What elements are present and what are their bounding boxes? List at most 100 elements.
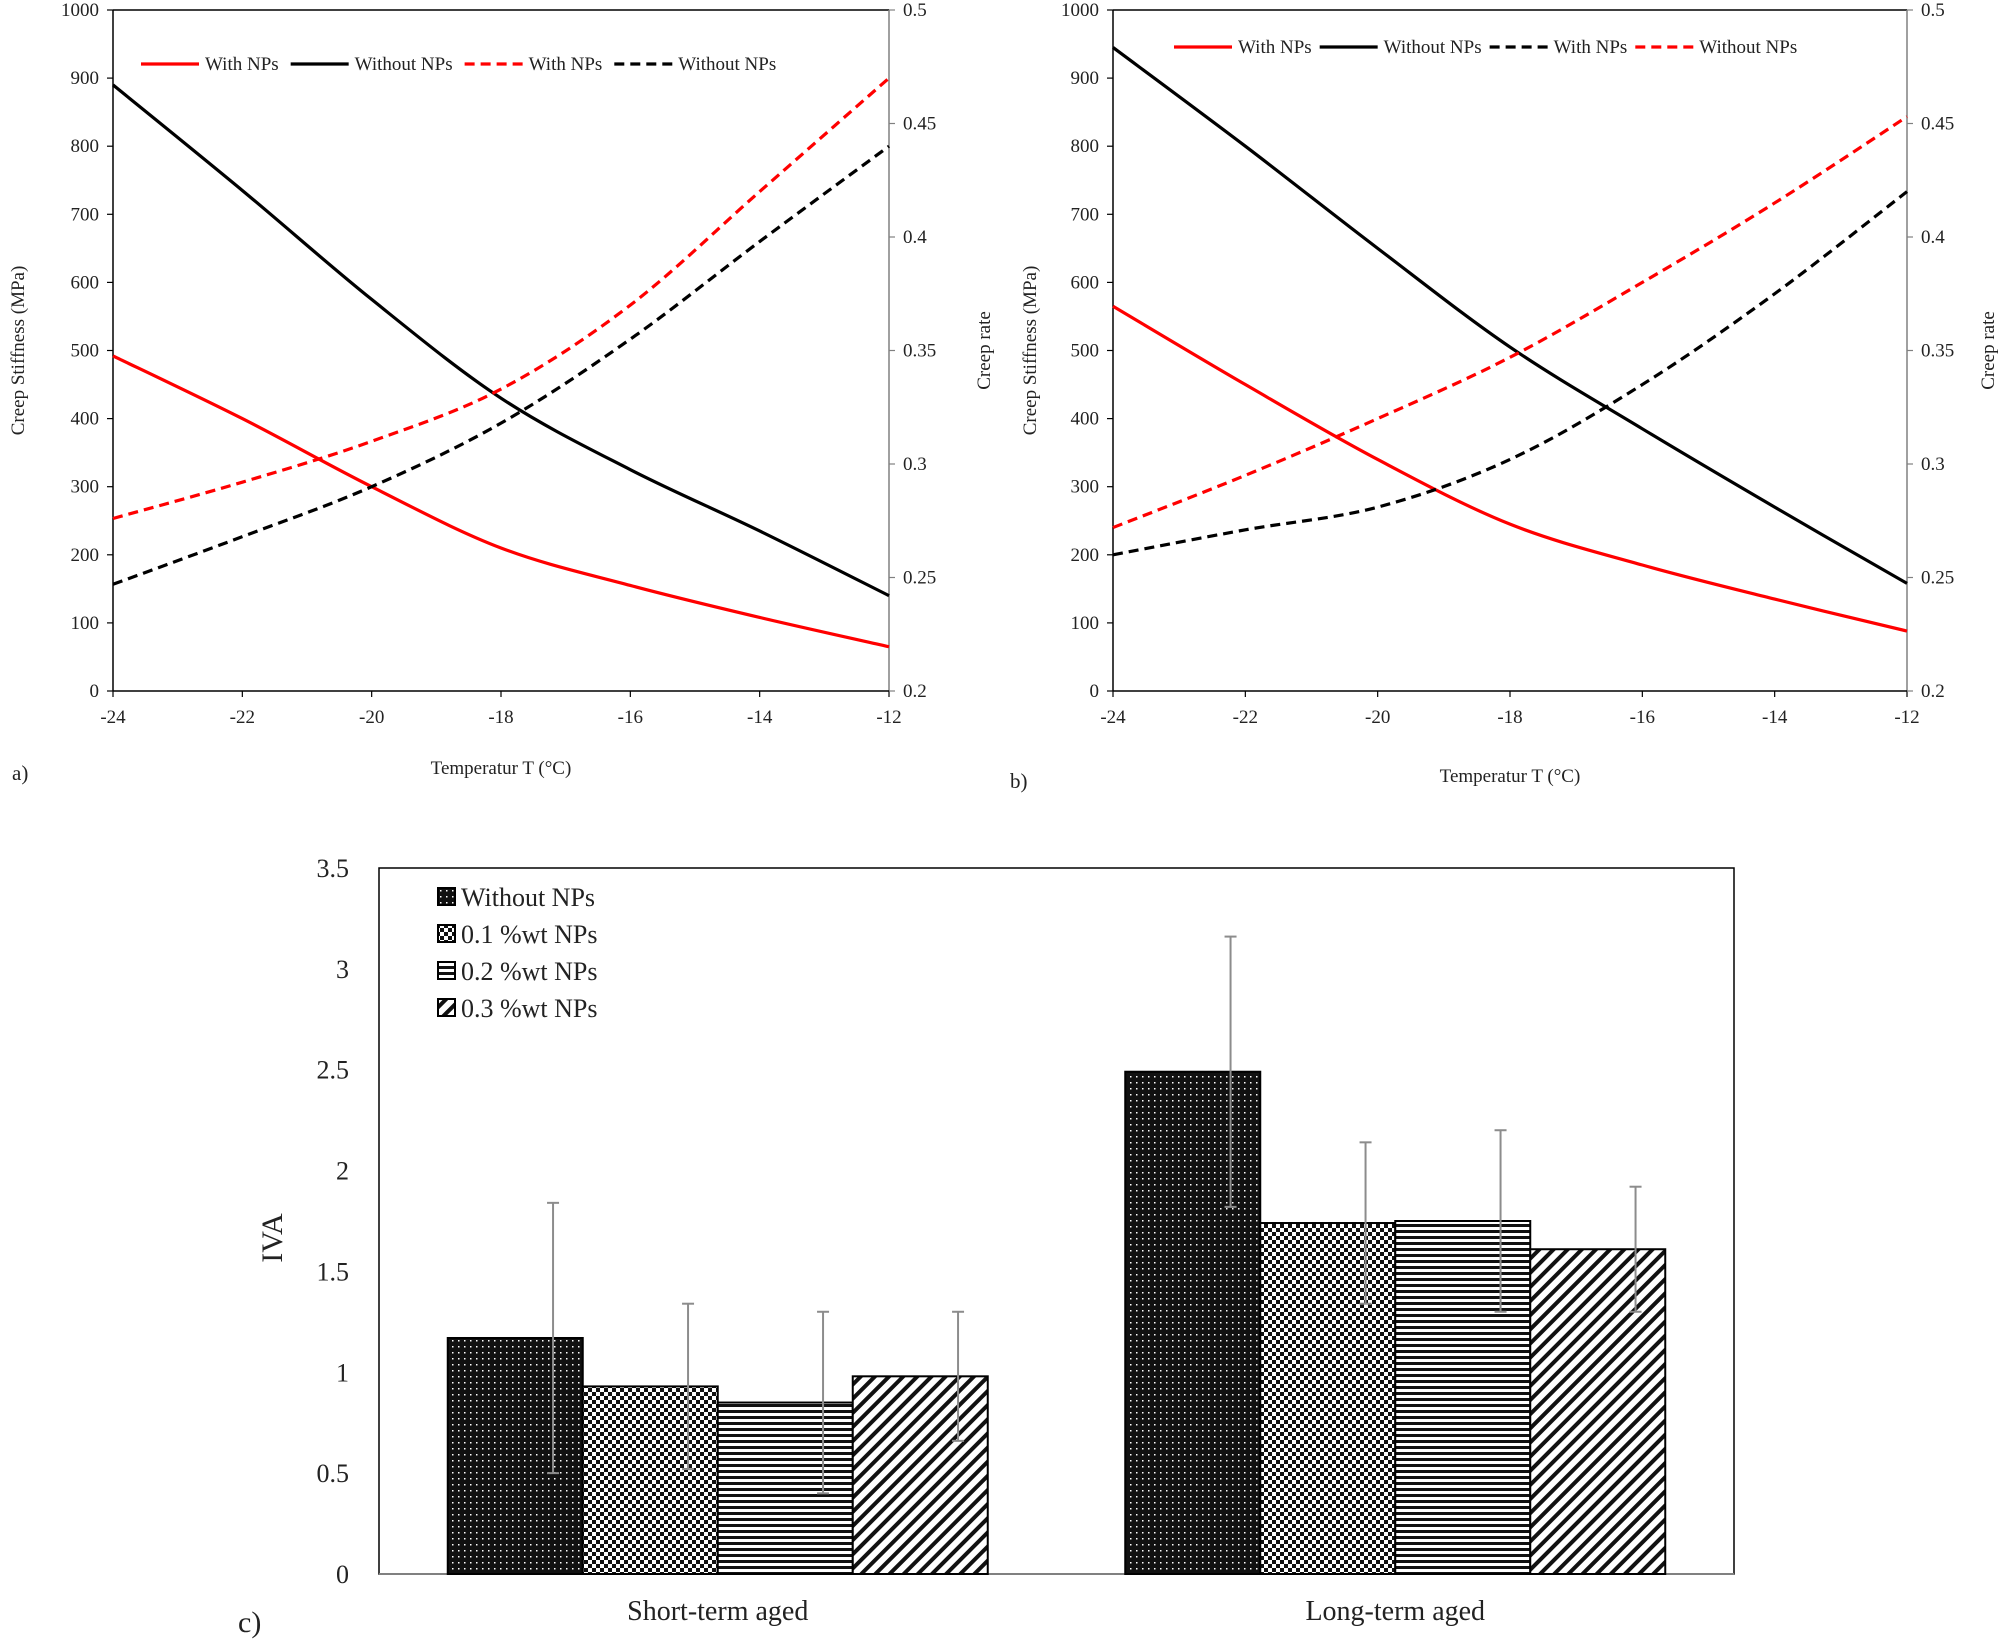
y-right-tick-label: 0.4 — [1921, 227, 1945, 248]
bar-2-1 — [1394, 1220, 1532, 1575]
legend-label: Without NPs — [355, 54, 453, 75]
panel-label: b) — [1010, 769, 1028, 793]
y-tick-label: 100 — [1071, 613, 1100, 634]
y-tick-label: 1 — [336, 1358, 349, 1387]
y-right-tick-label: 0.2 — [1921, 681, 1945, 702]
y-tick-label: 400 — [71, 409, 100, 430]
y-right-tick-label: 0.25 — [903, 568, 936, 589]
y-right-tick-label: 0.5 — [903, 0, 927, 21]
legend-swatch — [437, 998, 456, 1017]
y-tick-label: 200 — [1071, 545, 1100, 566]
y-right-tick-label: 0.35 — [1921, 341, 1954, 362]
y-right-axis-label: Creep rate — [974, 311, 995, 390]
series-line-1 — [111, 83, 890, 598]
legend-item-1: 0.1 %wt NPs — [437, 920, 598, 949]
y-right-tick-label: 0.3 — [903, 454, 927, 475]
series-line-2 — [1112, 190, 1908, 557]
y-tick-label: 900 — [71, 68, 100, 89]
y-axis-label: Creep Stiffness (MPa) — [1020, 266, 1041, 436]
bar-1-1 — [1259, 1222, 1397, 1575]
legend-label: With NPs — [1554, 37, 1628, 58]
y-tick-label: 1000 — [61, 0, 99, 21]
y-right-tick-label: 0.35 — [903, 341, 936, 362]
error-bar — [1224, 935, 1237, 1208]
error-bar — [1359, 1141, 1372, 1305]
x-tick-label: -18 — [1497, 707, 1522, 728]
y-right-tick-label: 0.45 — [1921, 114, 1954, 135]
y-axis-label: IVA — [256, 1213, 289, 1263]
series-line-3 — [1112, 115, 1908, 530]
legend-item-0: With NPs — [1174, 37, 1312, 58]
bar-2-0 — [716, 1401, 854, 1575]
legend-item-1: Without NPs — [1319, 37, 1482, 58]
y-tick-label: 600 — [71, 272, 100, 293]
y-right-tick-label: 0.4 — [903, 227, 927, 248]
legend-item-0: With NPs — [141, 54, 279, 75]
y-tick-label: 0 — [1090, 681, 1100, 702]
y-tick-label: 0 — [336, 1560, 349, 1589]
legend-label: Without NPs — [461, 883, 595, 912]
y-tick-label: 0 — [90, 681, 100, 702]
legend-label: 0.3 %wt NPs — [461, 994, 598, 1023]
y-right-tick-label: 0.5 — [1921, 0, 1945, 21]
x-tick-label: -14 — [1762, 707, 1788, 728]
y-tick-label: 200 — [71, 545, 100, 566]
y-tick-label: 1000 — [1061, 0, 1099, 21]
series-line-2 — [112, 76, 891, 521]
series-line-0 — [112, 354, 890, 649]
legend-item-3: 0.3 %wt NPs — [437, 994, 598, 1023]
x-tick-label: -18 — [488, 707, 513, 728]
panel-label: c) — [238, 1606, 261, 1639]
y-right-axis-label: Creep rate — [1978, 311, 1999, 390]
y-tick-label: 0.5 — [317, 1459, 350, 1488]
x-tick-label: -20 — [1365, 707, 1390, 728]
legend-label: Without NPs — [678, 54, 776, 75]
legend-item-3: Without NPs — [1635, 37, 1797, 58]
y-tick-label: 3.5 — [317, 854, 350, 883]
x-tick-label: -24 — [100, 707, 126, 728]
y-tick-label: 1.5 — [317, 1257, 350, 1286]
bar-3-1 — [1529, 1248, 1667, 1575]
x-tick-label: -14 — [747, 707, 773, 728]
y-tick-label: 800 — [1071, 136, 1100, 157]
series-line-3 — [112, 144, 890, 586]
error-bar — [1494, 1129, 1507, 1313]
legend-item-2: With NPs — [1489, 37, 1628, 58]
legend-item-2: With NPs — [464, 54, 603, 75]
x-tick-label: -12 — [876, 707, 901, 728]
x-axis-label: Temperatur T (°C) — [431, 758, 572, 779]
series-line-0 — [1112, 304, 1908, 633]
legend-swatch — [437, 887, 456, 906]
x-tick-label: -20 — [359, 707, 384, 728]
legend-item-3: Without NPs — [614, 54, 776, 75]
y-tick-label: 2.5 — [317, 1056, 350, 1085]
bar-0-1 — [1124, 1070, 1262, 1576]
category-label: Long-term aged — [1305, 1596, 1485, 1627]
x-tick-label: -22 — [1233, 707, 1258, 728]
error-bar — [817, 1310, 830, 1495]
x-tick-label: -12 — [1894, 707, 1919, 728]
legend-label: With NPs — [205, 54, 279, 75]
legend-label: 0.2 %wt NPs — [461, 957, 598, 986]
error-bar — [1629, 1185, 1642, 1313]
legend-label: With NPs — [1238, 37, 1312, 58]
legend-item-0: Without NPs — [437, 883, 595, 912]
y-axis-label: Creep Stiffness (MPa) — [8, 266, 29, 436]
y-tick-label: 300 — [1071, 477, 1100, 498]
error-bar — [952, 1310, 965, 1442]
series-line-1 — [1112, 46, 1908, 585]
legend-item-2: 0.2 %wt NPs — [437, 957, 598, 986]
y-right-tick-label: 0.45 — [903, 114, 936, 135]
legend-swatch — [437, 924, 456, 943]
y-tick-label: 600 — [1071, 272, 1100, 293]
bar-1-0 — [581, 1385, 719, 1576]
chart-a: -24 -22 -20 -18 -16 -14 -12 0 100 200 300 400 500 600… — [8, 0, 995, 785]
x-tick-label: -16 — [618, 707, 643, 728]
bar-0-0 — [446, 1336, 584, 1575]
y-right-tick-label: 0.3 — [1921, 454, 1945, 475]
y-tick-label: 300 — [71, 477, 100, 498]
legend-label: 0.1 %wt NPs — [461, 920, 598, 949]
legend-label: With NPs — [529, 54, 603, 75]
category-label: Short-term aged — [627, 1596, 808, 1627]
